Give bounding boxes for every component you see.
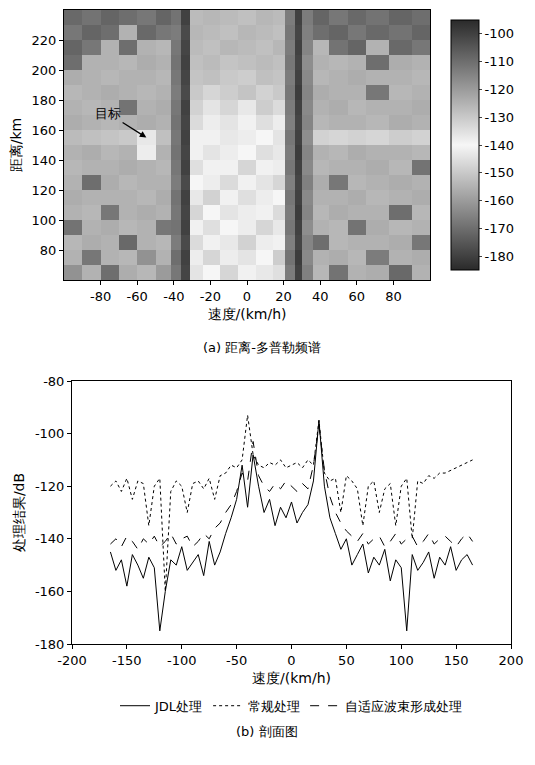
svg-text:-180: -180 (485, 249, 515, 264)
svg-text:-120: -120 (35, 479, 65, 494)
svg-text:-160: -160 (35, 584, 65, 599)
svg-text:40: 40 (312, 289, 329, 304)
svg-text:100: 100 (32, 213, 57, 228)
svg-text:JDL处理: JDL处理 (154, 699, 202, 714)
svg-text:220: 220 (32, 33, 57, 48)
svg-text:180: 180 (32, 93, 57, 108)
svg-text:-160: -160 (485, 193, 515, 208)
svg-text:160: 160 (32, 123, 57, 138)
svg-text:80: 80 (40, 243, 57, 258)
svg-text:200: 200 (499, 653, 524, 668)
svg-text:0: 0 (243, 289, 251, 304)
svg-text:-150: -150 (112, 653, 142, 668)
svg-text:-140: -140 (485, 138, 515, 153)
svg-text:自适应波束形成处理: 自适应波束形成处理 (345, 699, 462, 714)
svg-text:140: 140 (32, 153, 57, 168)
svg-text:0: 0 (287, 653, 295, 668)
svg-text:80: 80 (385, 289, 402, 304)
svg-text:50: 50 (338, 653, 355, 668)
svg-text:-40: -40 (163, 289, 184, 304)
svg-text:100: 100 (389, 653, 414, 668)
svg-text:-80: -80 (43, 374, 64, 389)
svg-text:距离/km: 距离/km (8, 118, 24, 172)
svg-text:-140: -140 (35, 531, 65, 546)
svg-text:速度/(km/h): 速度/(km/h) (252, 670, 331, 686)
svg-text:150: 150 (444, 653, 469, 668)
svg-text:-170: -170 (485, 221, 515, 236)
svg-text:200: 200 (32, 63, 57, 78)
svg-text:-50: -50 (226, 653, 247, 668)
svg-text:-100: -100 (167, 653, 197, 668)
svg-text:-200: -200 (57, 653, 87, 668)
svg-text:20: 20 (275, 289, 292, 304)
svg-text:目标: 目标 (95, 106, 121, 121)
svg-text:-120: -120 (485, 82, 515, 97)
svg-text:-110: -110 (485, 54, 515, 69)
svg-text:常规处理: 常规处理 (248, 699, 300, 714)
svg-text:-100: -100 (485, 26, 515, 41)
svg-text:处理结果/dB: 处理结果/dB (11, 473, 27, 552)
svg-text:-180: -180 (35, 637, 65, 652)
svg-text:-20: -20 (200, 289, 221, 304)
svg-text:(a) 距离-多普勒频谱: (a) 距离-多普勒频谱 (203, 340, 321, 355)
svg-text:-100: -100 (35, 426, 65, 441)
svg-text:速度/(km/h): 速度/(km/h) (208, 306, 287, 322)
svg-text:60: 60 (349, 289, 366, 304)
svg-text:-80: -80 (90, 289, 111, 304)
svg-text:-150: -150 (485, 165, 515, 180)
svg-text:-130: -130 (485, 110, 515, 125)
svg-text:(b) 剖面图: (b) 剖面图 (236, 724, 298, 739)
svg-text:-60: -60 (127, 289, 148, 304)
svg-text:120: 120 (32, 183, 57, 198)
